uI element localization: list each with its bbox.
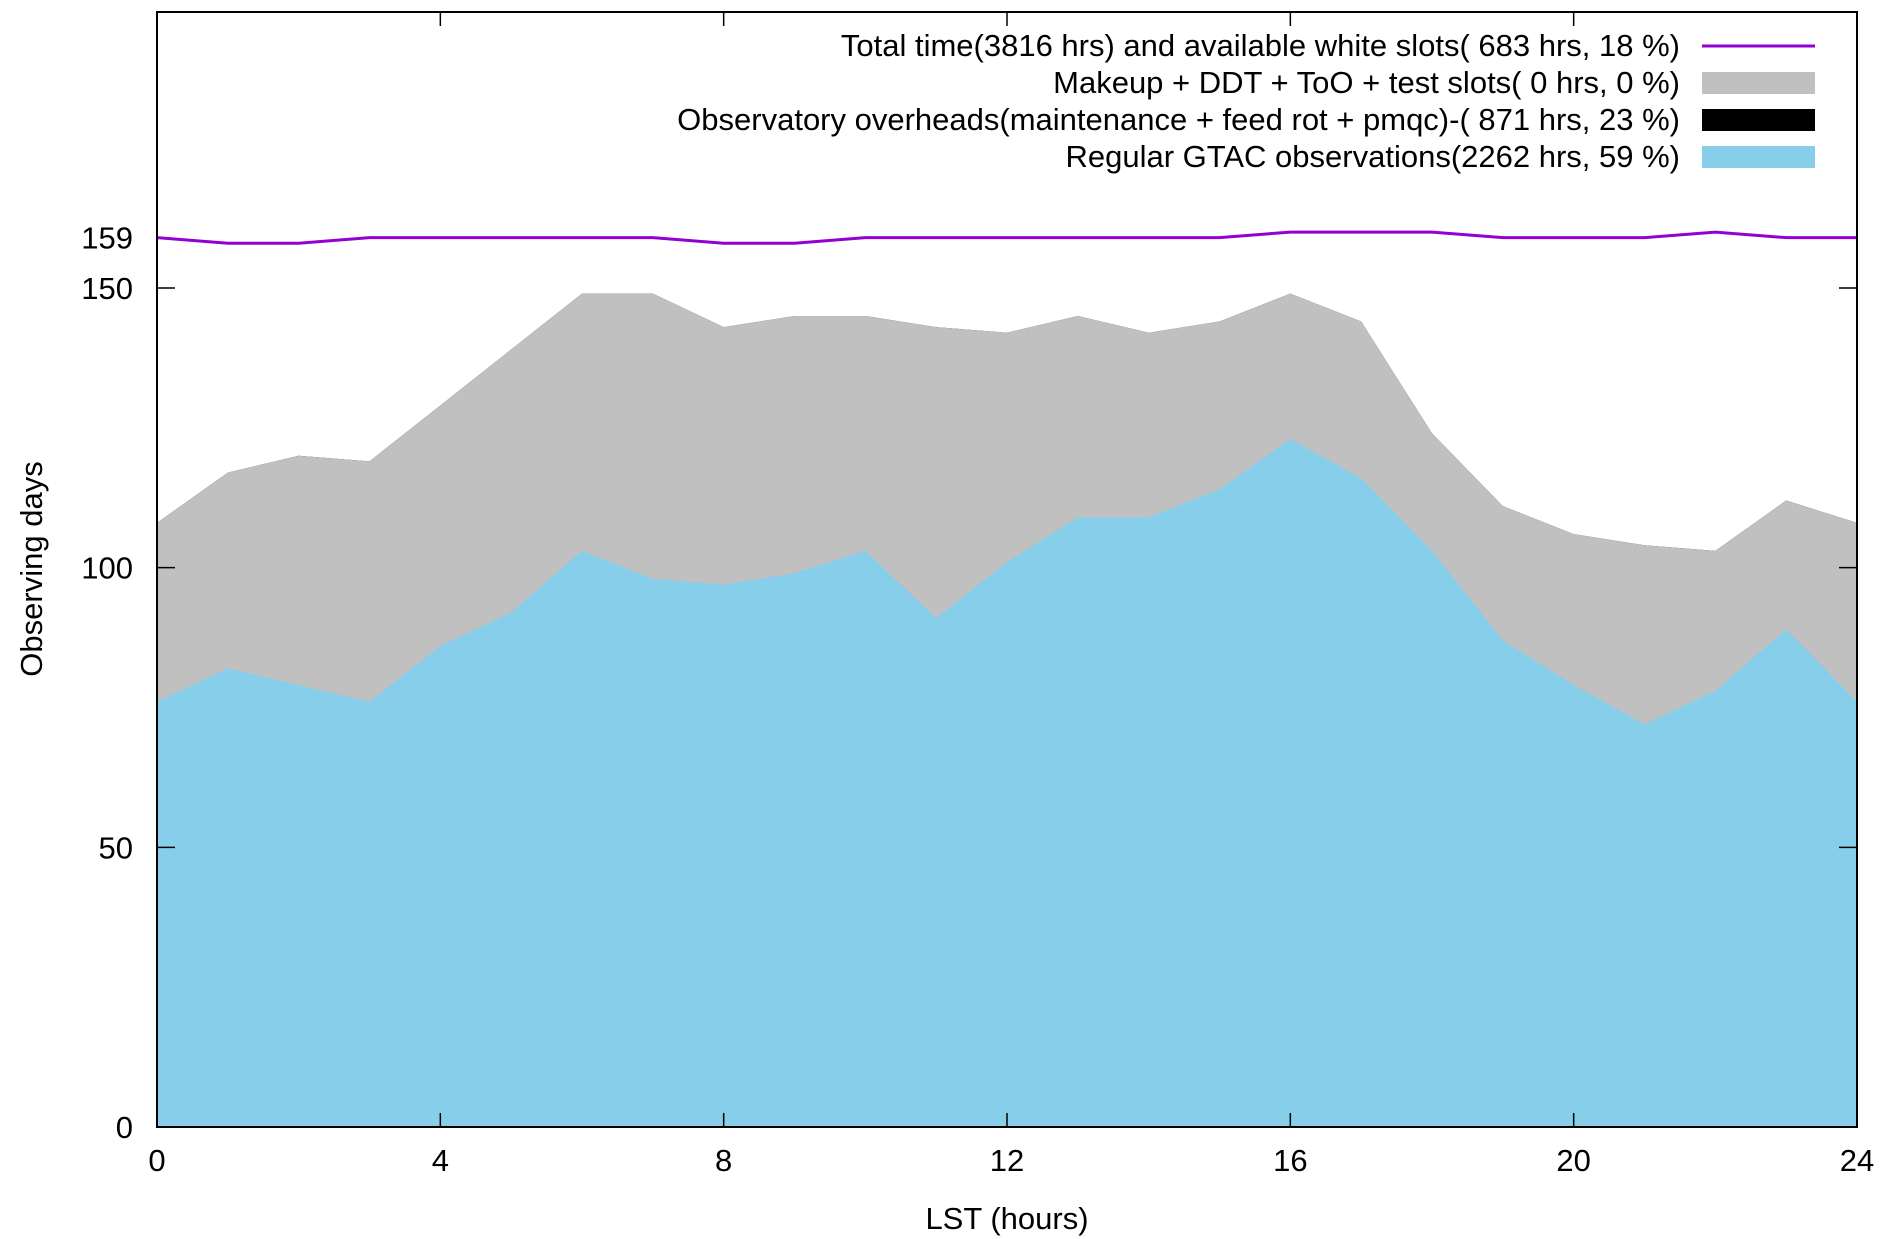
y-tick-label: 100 [81,551,133,586]
area-series-2 [157,439,1857,1127]
x-axis-title: LST (hours) [925,1201,1088,1236]
legend-label: Makeup + DDT + ToO + test slots( 0 hrs, … [1053,65,1680,100]
x-tick-label: 8 [715,1143,732,1178]
y-tick-label: 150 [81,271,133,306]
legend-label: Regular GTAC observations(2262 hrs, 59 %… [1065,139,1680,174]
line-series-0 [156,230,1857,245]
x-tick-label: 16 [1273,1143,1307,1178]
legend-label: Total time(3816 hrs) and available white… [841,28,1680,63]
legend-label: Observatory overheads(maintenance + feed… [677,102,1680,137]
y-tick-label-extra: 159 [81,221,133,256]
legend-swatch [1702,72,1815,94]
x-tick-label: 12 [990,1143,1024,1178]
legend-swatch [1702,146,1815,168]
legend: Total time(3816 hrs) and available white… [677,28,1815,174]
legend-swatch [1702,109,1815,131]
y-tick-label: 0 [116,1110,133,1145]
y-tick-label: 50 [99,830,133,865]
y-axis-title: Observing days [14,461,49,676]
x-tick-label: 4 [432,1143,449,1178]
chart-lines [156,230,1857,245]
x-tick-label: 20 [1556,1143,1590,1178]
x-tick-label: 24 [1840,1143,1874,1178]
x-tick-label: 0 [148,1143,165,1178]
axis-ticks [156,12,1858,1128]
chart-areas [157,293,1857,1128]
tick-labels: 0 4 8 12 16 20 24 0 50 100 150 159 [81,221,1874,1178]
